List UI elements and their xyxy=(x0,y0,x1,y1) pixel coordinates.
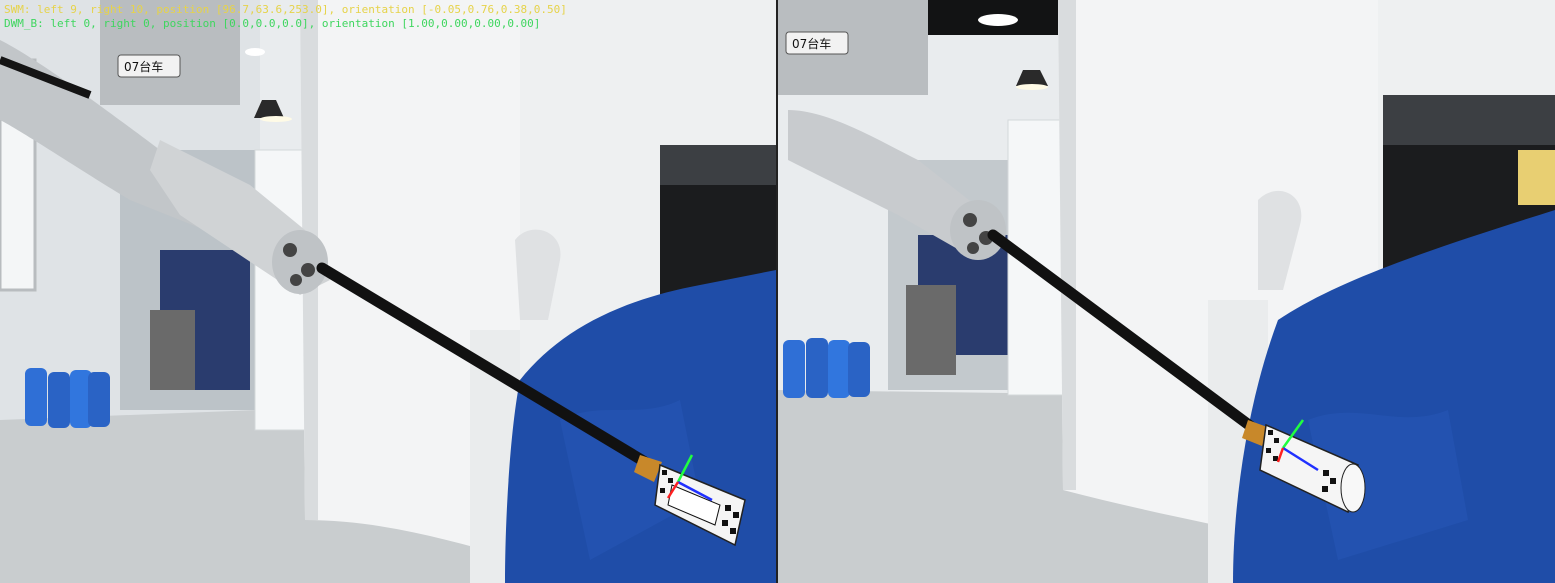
cart-label: 07台车 xyxy=(792,37,832,51)
instrument-shaft xyxy=(987,229,1259,434)
right-camera-view: 07台车 xyxy=(778,0,1555,583)
left-camera-view: 07台车 xyxy=(0,0,776,583)
swm-status-text: SWM: left 9, right 10, position [96.7,63… xyxy=(4,3,567,16)
right-camera-scene xyxy=(778,0,1555,583)
robot-arm xyxy=(0,0,330,295)
water-bottles xyxy=(783,338,870,398)
dwm-status-text: DWM_B: left 0, right 0, position [0.0,0.… xyxy=(4,17,541,30)
cart-label: 07台车 xyxy=(124,60,164,74)
instrument-shaft xyxy=(316,262,656,471)
tool-pose-axes-icon xyxy=(666,454,713,502)
view-divider xyxy=(776,0,778,583)
robot-arm xyxy=(778,0,1006,260)
tool-pose-axes-icon xyxy=(1276,419,1319,472)
left-camera-scene xyxy=(0,0,776,583)
water-bottles xyxy=(25,368,110,428)
